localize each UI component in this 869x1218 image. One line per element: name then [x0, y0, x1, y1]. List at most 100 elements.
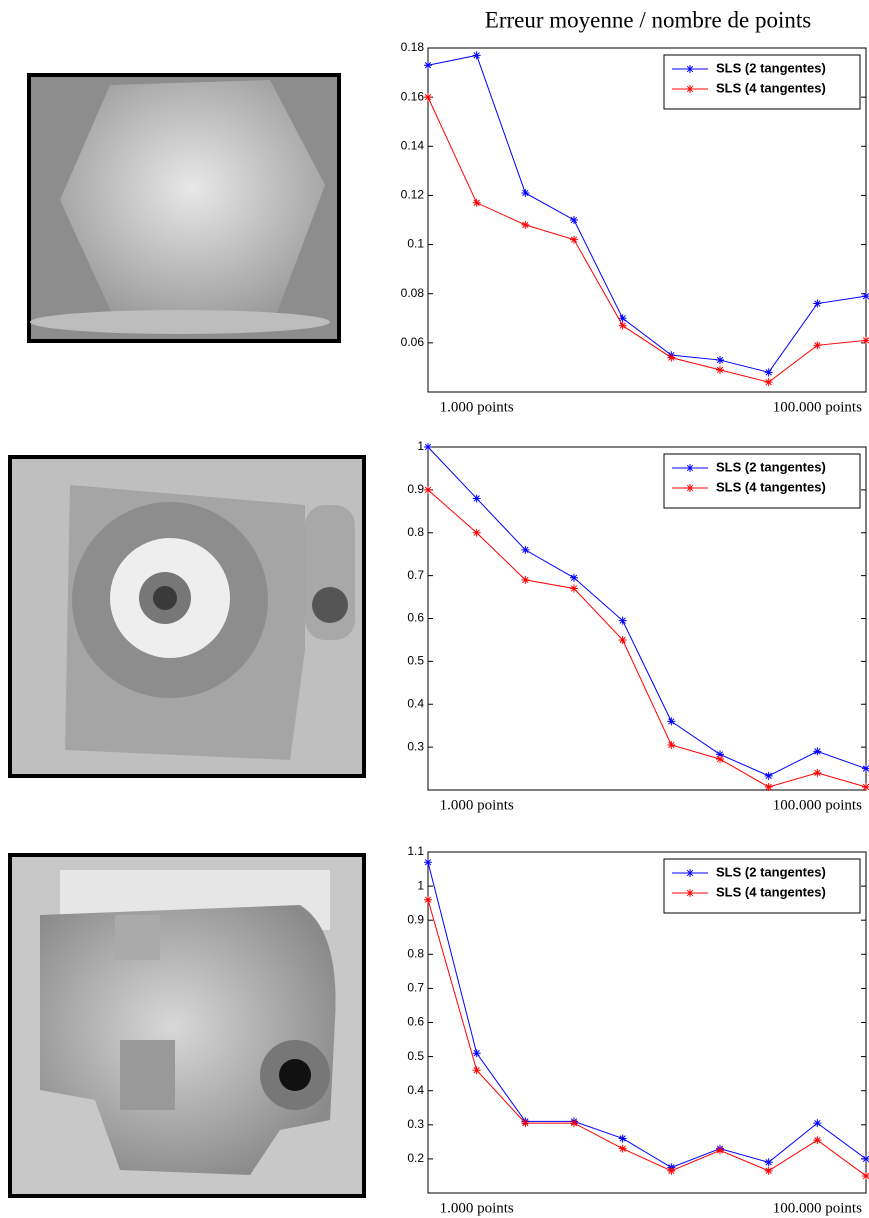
point-marker: [570, 573, 578, 582]
point-marker: [424, 93, 432, 102]
y-tick-label: 0.8: [407, 946, 424, 960]
legend-label: SLS (4 tangentes): [716, 80, 826, 95]
y-tick-label: 0.12: [401, 188, 425, 202]
y-tick-label: 1.1: [407, 844, 424, 858]
y-tick-label: 1: [417, 439, 424, 453]
photo: [27, 73, 341, 343]
point-marker: [667, 1166, 676, 1175]
x-tick-label: 1.000 points: [440, 1200, 514, 1216]
point-marker: [472, 51, 481, 60]
y-tick-label: 0.14: [401, 138, 425, 152]
point-marker: [813, 768, 822, 777]
series-line: [427, 54, 867, 373]
legend-label: SLS (2 tangentes): [716, 864, 826, 879]
y-tick-label: 0.4: [407, 1083, 424, 1097]
point-marker: [472, 1066, 481, 1075]
legend-marker: [686, 869, 694, 877]
y-tick-label: 0.08: [401, 286, 425, 300]
point-marker: [472, 528, 481, 537]
legend-box: [663, 453, 861, 509]
photo: [8, 455, 366, 778]
photo: [8, 853, 366, 1198]
point-marker: [570, 235, 578, 244]
y-tick-label: 1: [417, 878, 424, 892]
legend-label: SLS (4 tangentes): [716, 479, 826, 494]
legend-marker: [686, 85, 694, 93]
y-tick-label: 0.6: [407, 1015, 424, 1029]
legend-marker: [686, 889, 694, 897]
point-marker: [618, 616, 627, 625]
point-marker: [862, 292, 869, 301]
y-tick-label: 0.7: [407, 568, 424, 582]
point-marker: [667, 717, 676, 726]
y-tick-label: 0.06: [401, 335, 425, 349]
y-tick-label: 0.3: [407, 1117, 424, 1131]
point-marker: [716, 365, 724, 374]
y-tick-label: 0.2: [407, 1151, 424, 1165]
point-marker: [570, 584, 578, 593]
point-marker: [424, 61, 432, 70]
point-marker: [618, 635, 627, 644]
legend-label: SLS (2 tangentes): [716, 60, 826, 75]
x-tick-label: 100.000 points: [773, 797, 862, 813]
point-marker: [862, 1171, 869, 1180]
point-marker: [472, 494, 481, 503]
x-tick-label: 1.000 points: [440, 399, 514, 415]
point-marker: [472, 198, 481, 207]
point-marker: [764, 1158, 773, 1167]
point-marker: [667, 740, 676, 749]
point-marker: [813, 747, 822, 756]
point-marker: [521, 188, 530, 197]
point-marker: [521, 575, 530, 584]
point-marker: [521, 220, 530, 229]
y-tick-label: 0.8: [407, 525, 424, 539]
point-marker: [424, 485, 432, 494]
x-tick-label: 1.000 points: [440, 797, 514, 813]
point-marker: [521, 545, 530, 554]
point-marker: [618, 314, 627, 323]
series-line: [427, 446, 867, 777]
y-tick-label: 0.9: [407, 482, 424, 496]
series-line: [427, 96, 867, 383]
point-marker: [472, 1049, 481, 1058]
point-marker: [716, 356, 724, 365]
legend-box: [663, 858, 861, 914]
point-marker: [862, 782, 869, 791]
legend-label: SLS (4 tangentes): [716, 884, 826, 899]
point-marker: [424, 858, 432, 867]
point-marker: [813, 341, 822, 350]
y-tick-label: 0.4: [407, 696, 424, 710]
point-marker: [764, 378, 773, 387]
point-marker: [716, 755, 724, 764]
legend-marker: [686, 65, 694, 73]
point-marker: [618, 1144, 627, 1153]
point-marker: [862, 336, 869, 345]
x-tick-label: 100.000 points: [773, 399, 862, 415]
point-marker: [764, 771, 773, 780]
point-marker: [764, 368, 773, 377]
point-marker: [570, 216, 578, 224]
point-marker: [618, 1134, 627, 1143]
point-marker: [813, 1119, 822, 1128]
y-tick-label: 0.7: [407, 981, 424, 995]
legend-label: SLS (2 tangentes): [716, 459, 826, 474]
point-marker: [862, 764, 869, 773]
legend-marker: [686, 464, 694, 472]
point-marker: [424, 895, 432, 904]
point-marker: [813, 299, 822, 308]
legend-marker: [686, 484, 694, 492]
point-marker: [813, 1136, 822, 1145]
y-tick-label: 0.1: [407, 237, 424, 251]
point-marker: [716, 750, 724, 759]
point-marker: [862, 1154, 869, 1163]
point-marker: [764, 1166, 773, 1175]
x-tick-label: 100.000 points: [773, 1200, 862, 1216]
point-marker: [764, 782, 773, 791]
y-tick-label: 0.18: [401, 40, 425, 54]
point-marker: [570, 1119, 578, 1128]
point-marker: [618, 321, 627, 330]
y-tick-label: 0.5: [407, 654, 424, 668]
series-line: [427, 899, 867, 1177]
y-tick-label: 0.6: [407, 611, 424, 625]
